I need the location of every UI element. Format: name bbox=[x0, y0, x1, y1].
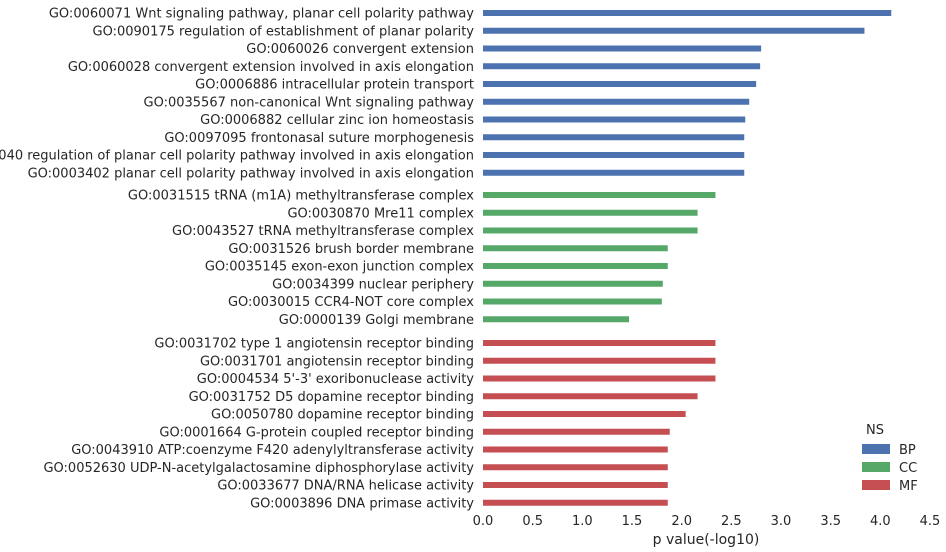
bar-bp bbox=[483, 27, 865, 34]
category-label: GO:0050780 dopamine receptor binding bbox=[211, 408, 474, 423]
legend-label-mf: MF bbox=[899, 479, 918, 494]
bar-bp bbox=[483, 81, 757, 87]
bar-mf bbox=[483, 393, 698, 400]
legend-swatch-cc bbox=[862, 462, 890, 472]
x-tick-label: 2.5 bbox=[721, 514, 742, 529]
category-label: GO:0060026 convergent extension bbox=[246, 42, 474, 57]
x-tick-label: 3.0 bbox=[771, 514, 792, 529]
bar-bp bbox=[483, 98, 750, 105]
bar-mf bbox=[483, 499, 668, 506]
bar-mf bbox=[483, 340, 716, 346]
category-label: GO:0090175 regulation of establishment o… bbox=[93, 24, 475, 39]
category-label: GO:0030870 Mre11 complex bbox=[287, 206, 474, 221]
category-label: GO:0052630 UDP-N-acetylgalactosamine dip… bbox=[43, 461, 474, 476]
x-tick-label: 0.5 bbox=[522, 514, 543, 529]
category-label: GO:0043527 tRNA methyltransferase comple… bbox=[172, 224, 474, 239]
category-label: GO:0031526 brush border membrane bbox=[228, 242, 474, 257]
category-label: GO:0003896 DNA primase activity bbox=[250, 496, 474, 511]
x-tick-label: 0.0 bbox=[473, 514, 494, 529]
bar-mf bbox=[483, 411, 686, 417]
legend-swatch-mf bbox=[862, 480, 890, 490]
x-tick-label: 4.5 bbox=[920, 514, 941, 529]
bar-mf bbox=[483, 357, 716, 364]
category-label: GO:0034399 nuclear periphery bbox=[272, 277, 474, 292]
category-label: GO:0035567 non-canonical Wnt signaling p… bbox=[144, 95, 475, 110]
bar-cc bbox=[483, 245, 668, 252]
category-label: GO:0035145 exon-exon junction complex bbox=[205, 260, 474, 275]
legend-label-bp: BP bbox=[899, 443, 916, 458]
category-label: GO:0006882 cellular zinc ion homeostasis bbox=[200, 113, 474, 128]
category-label: GO:0031701 angiotensin receptor binding bbox=[200, 354, 474, 369]
bar-bp bbox=[483, 45, 762, 52]
bar-bp bbox=[483, 63, 761, 70]
category-label: GO:0003402 planar cell polarity pathway … bbox=[28, 166, 474, 181]
bar-cc bbox=[483, 192, 716, 198]
bar-cc bbox=[483, 209, 698, 216]
x-tick-label: 2.0 bbox=[671, 514, 692, 529]
category-label: GO:0031515 tRNA (m1A) methyltransferase … bbox=[128, 189, 474, 204]
x-tick-label: 3.5 bbox=[820, 514, 841, 529]
x-axis-title: p value(-log10) bbox=[653, 532, 760, 548]
category-label: GO:0031752 D5 dopamine receptor binding bbox=[189, 390, 474, 405]
bar-cc bbox=[483, 263, 668, 269]
bar-cc bbox=[483, 298, 662, 305]
x-tick-label: 1.5 bbox=[622, 514, 643, 529]
legend-entries-group: BP CC MF bbox=[862, 443, 918, 494]
legend-title: NS bbox=[866, 423, 884, 438]
x-axis-ticks-group: 0.0 0.5 1.0 1.5 2.0 2.5 3.0 3.5 4.0 4.5 bbox=[473, 514, 941, 529]
category-label: GO:0006886 intracellular protein transpo… bbox=[195, 78, 474, 93]
bar-bp bbox=[483, 152, 745, 158]
bar-mf bbox=[483, 482, 668, 488]
bar-bp bbox=[483, 116, 746, 123]
legend-label-cc: CC bbox=[899, 461, 917, 476]
category-label: GO:0043910 ATP:coenzyme F420 adenylyltra… bbox=[71, 443, 474, 458]
category-label: GO:0001664 G-protein coupled receptor bi… bbox=[159, 425, 474, 440]
category-labels-group: GO:0060071 Wnt signaling pathway, planar… bbox=[0, 7, 474, 512]
bar-cc bbox=[483, 316, 630, 323]
bar-mf bbox=[483, 464, 668, 471]
legend-swatch-bp bbox=[862, 444, 890, 454]
bar-mf bbox=[483, 446, 668, 453]
bar-cc bbox=[483, 280, 663, 287]
bar-bp bbox=[483, 10, 892, 16]
category-label: GO:0060071 Wnt signaling pathway, planar… bbox=[49, 7, 474, 22]
x-tick-label: 4.0 bbox=[870, 514, 891, 529]
bar-cc bbox=[483, 227, 698, 234]
bar-bp bbox=[483, 169, 745, 176]
legend: NS BP CC MF bbox=[862, 423, 918, 494]
category-label: GO:0031702 type 1 angiotensin receptor b… bbox=[154, 337, 474, 352]
category-label: GO:2000040 regulation of planar cell pol… bbox=[0, 149, 474, 164]
category-label: GO:0060028 convergent extension involved… bbox=[68, 60, 474, 75]
bars-group bbox=[483, 10, 892, 506]
category-label: GO:0030015 CCR4-NOT core complex bbox=[228, 295, 474, 310]
x-tick-label: 1.0 bbox=[572, 514, 593, 529]
bar-mf bbox=[483, 428, 670, 435]
category-label: GO:0097095 frontonasal suture morphogene… bbox=[164, 131, 474, 146]
category-label: GO:0033677 DNA/RNA helicase activity bbox=[217, 479, 474, 494]
bar-mf bbox=[483, 375, 716, 382]
category-label: GO:0004534 5'-3' exoribonuclease activit… bbox=[197, 372, 475, 387]
bar-bp bbox=[483, 134, 745, 141]
category-label: GO:0000139 Golgi membrane bbox=[279, 313, 474, 328]
